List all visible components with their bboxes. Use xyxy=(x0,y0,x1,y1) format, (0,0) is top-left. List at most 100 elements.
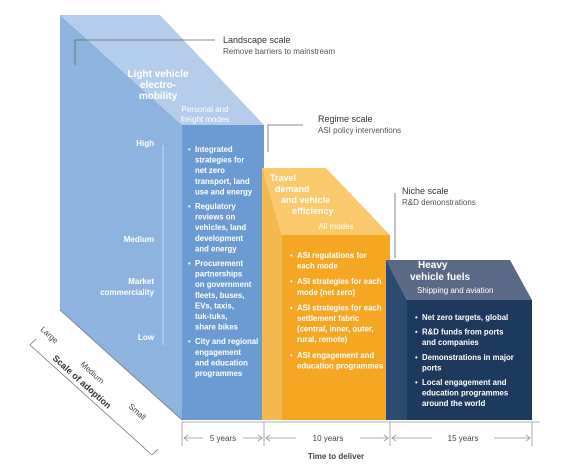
time-arrows xyxy=(183,434,531,442)
heavy-vehicle-title-line: Heavy xyxy=(418,260,448,271)
landscape-scale-subtitle: Remove barriers to mainstream xyxy=(223,47,335,56)
light-vehicle-bullet-text: engagement xyxy=(195,348,241,357)
light-vehicle-bullet-text: on government xyxy=(195,280,252,289)
adoption-axis-tick-top xyxy=(29,338,37,346)
adoption-baseline xyxy=(59,309,183,421)
heavy-vehicle-front-face xyxy=(407,300,532,420)
market-high-label: High xyxy=(136,139,154,148)
travel-demand-bullet-text: each mode xyxy=(297,262,338,271)
light-vehicle-bullet-text: City and regional xyxy=(195,337,258,346)
light-vehicle-title-line: mobility xyxy=(139,91,178,102)
heavy-vehicle-bullet-text: around the world xyxy=(422,399,485,408)
heavy-vehicle-title: Heavy vehicle fuels xyxy=(410,260,470,283)
market-low-label: Low xyxy=(138,333,155,342)
travel-demand-bullet-text: (central, inner, outer, xyxy=(297,325,374,334)
light-vehicle-bullet-text: programmes xyxy=(195,369,243,378)
travel-demand-title-line: and vehicle xyxy=(281,195,330,205)
heavy-vehicle-title-line: vehicle fuels xyxy=(410,272,470,283)
light-vehicle-subtitle-line: Personal and xyxy=(181,105,228,114)
travel-demand-title-line: demand xyxy=(275,184,310,194)
heavy-vehicle-side-face xyxy=(386,260,407,420)
travel-demand-front-face xyxy=(282,235,390,420)
light-vehicle-bullet-text: partnerships xyxy=(195,270,243,279)
travel-demand-title-line: Travel xyxy=(270,173,296,183)
travel-demand-bullet-icon: • xyxy=(290,351,293,360)
light-vehicle-bullet-icon: • xyxy=(188,145,191,154)
heavy-vehicle-bullet-text: Demonstrations in major xyxy=(422,353,514,362)
light-vehicle-subtitle-line: freight modes xyxy=(181,115,229,124)
light-vehicle-bullet-text: EVs, taxis, xyxy=(195,301,234,310)
time-period-10: 10 years xyxy=(313,434,344,443)
light-vehicle-bullet-text: strategies for xyxy=(195,156,244,165)
travel-demand-bullet-text: mode (net zero) xyxy=(297,288,355,297)
light-vehicle-bullet-text: development xyxy=(195,234,243,243)
niche-scale-subtitle: R&D demonstrations xyxy=(402,198,476,207)
light-vehicle-bullet-text: use and energy xyxy=(195,187,253,196)
light-vehicle-bullet-icon: • xyxy=(188,337,191,346)
light-vehicle-bullet-text: Integrated xyxy=(195,145,233,154)
callout-lines xyxy=(74,39,396,258)
heavy-vehicle-bullet-icon: • xyxy=(415,313,418,322)
heavy-vehicle-bullet-icon: • xyxy=(415,328,418,337)
light-vehicle-bullet-text: net zero xyxy=(195,166,225,175)
adoption-large-label: Large xyxy=(39,325,61,346)
light-vehicle-bullet-text: tuk-tuks, xyxy=(195,312,228,321)
light-vehicle-title-line: electro- xyxy=(140,80,176,91)
travel-demand-bullet-text: education programmes xyxy=(297,361,384,370)
regime-scale-title: Regime scale xyxy=(318,114,373,124)
heavy-vehicle-bullet-text: Net zero targets, global xyxy=(422,313,508,322)
market-axis-title-line: Market xyxy=(128,277,154,286)
light-vehicle-bullet-text: share bikes xyxy=(195,323,239,332)
heavy-vehicle-bullet-text: education programmes xyxy=(422,389,509,398)
heavy-vehicle-bullet-text: Local engagement and xyxy=(422,378,507,387)
light-vehicle-bullet-text: Procurement xyxy=(195,259,243,268)
light-vehicle-bullet-text: and energy xyxy=(195,244,237,253)
adoption-axis-tick-bottom xyxy=(151,448,159,456)
adoption-axis-line xyxy=(29,344,153,456)
market-axis-title-line: commerciality xyxy=(100,288,154,297)
light-vehicle-bullet-icon: • xyxy=(188,259,191,268)
travel-demand-title-line: efficiency xyxy=(292,206,334,216)
heavy-vehicle-top-face xyxy=(386,260,532,300)
light-vehicle-side-face xyxy=(60,15,182,420)
time-period-5: 5 years xyxy=(210,434,236,443)
travel-demand-title: Travel demand and vehicle efficiency xyxy=(270,173,334,216)
travel-demand-subtitle: All modes xyxy=(318,222,353,231)
heavy-vehicle-bullet-icon: • xyxy=(415,353,418,362)
travel-demand-side-face xyxy=(262,168,282,420)
travel-demand-top-face xyxy=(262,168,390,235)
adoption-small-label: Small xyxy=(127,402,148,422)
light-vehicle-bullet-text: transport, land xyxy=(195,177,250,186)
light-vehicle-bullet-text: Regulatory xyxy=(195,202,236,211)
light-vehicle-bullet-text: vehicles, land xyxy=(195,223,246,232)
travel-demand-bullet-text: ASI strategies for each xyxy=(297,303,382,312)
light-vehicle-bullet-text: fleets, buses, xyxy=(195,291,244,300)
light-vehicle-bullet-text: reviews on xyxy=(195,213,236,222)
light-vehicle-title: Light vehicle electro- mobility xyxy=(127,69,189,102)
heavy-vehicle-bullet-text: R&D funds from ports xyxy=(422,328,504,337)
travel-demand-bullet-text: settlement fabric xyxy=(297,314,360,323)
market-medium-label: Medium xyxy=(124,235,154,244)
travel-demand-bullet-icon: • xyxy=(290,277,293,286)
light-vehicle-subtitle: Personal and freight modes xyxy=(181,105,229,124)
heavy-vehicle-subtitle: Shipping and aviation xyxy=(417,286,494,295)
regime-scale-subtitle: ASI policy interventions xyxy=(318,126,401,135)
travel-demand-bullet-icon: • xyxy=(290,251,293,260)
heavy-vehicle-bullets: • Net zero targets, global • R&D funds from… xyxy=(415,313,514,408)
light-vehicle-bullet-text: and education xyxy=(195,358,248,367)
time-axis-title: Time to deliver xyxy=(308,452,364,461)
light-vehicle-title-line: Light vehicle xyxy=(127,69,189,80)
market-axis-labels: High Medium Market commerciality Low xyxy=(100,139,155,342)
light-vehicle-top-face xyxy=(60,15,264,125)
landscape-scale-title: Landscape scale xyxy=(223,35,291,45)
travel-demand-bullet-text: ASI strategies for each xyxy=(297,277,382,286)
travel-demand-bullet-text: ASI regulations for xyxy=(297,251,367,260)
travel-demand-bullet-icon: • xyxy=(290,303,293,312)
travel-demand-bullets: • ASI regulations for each mode • ASI strate… xyxy=(290,251,384,370)
heavy-vehicle-bullet-text: and companies xyxy=(422,338,479,347)
light-vehicle-bullet-icon: • xyxy=(188,202,191,211)
niche-scale-title: Niche scale xyxy=(402,186,449,196)
heavy-vehicle-bullet-icon: • xyxy=(415,378,418,387)
